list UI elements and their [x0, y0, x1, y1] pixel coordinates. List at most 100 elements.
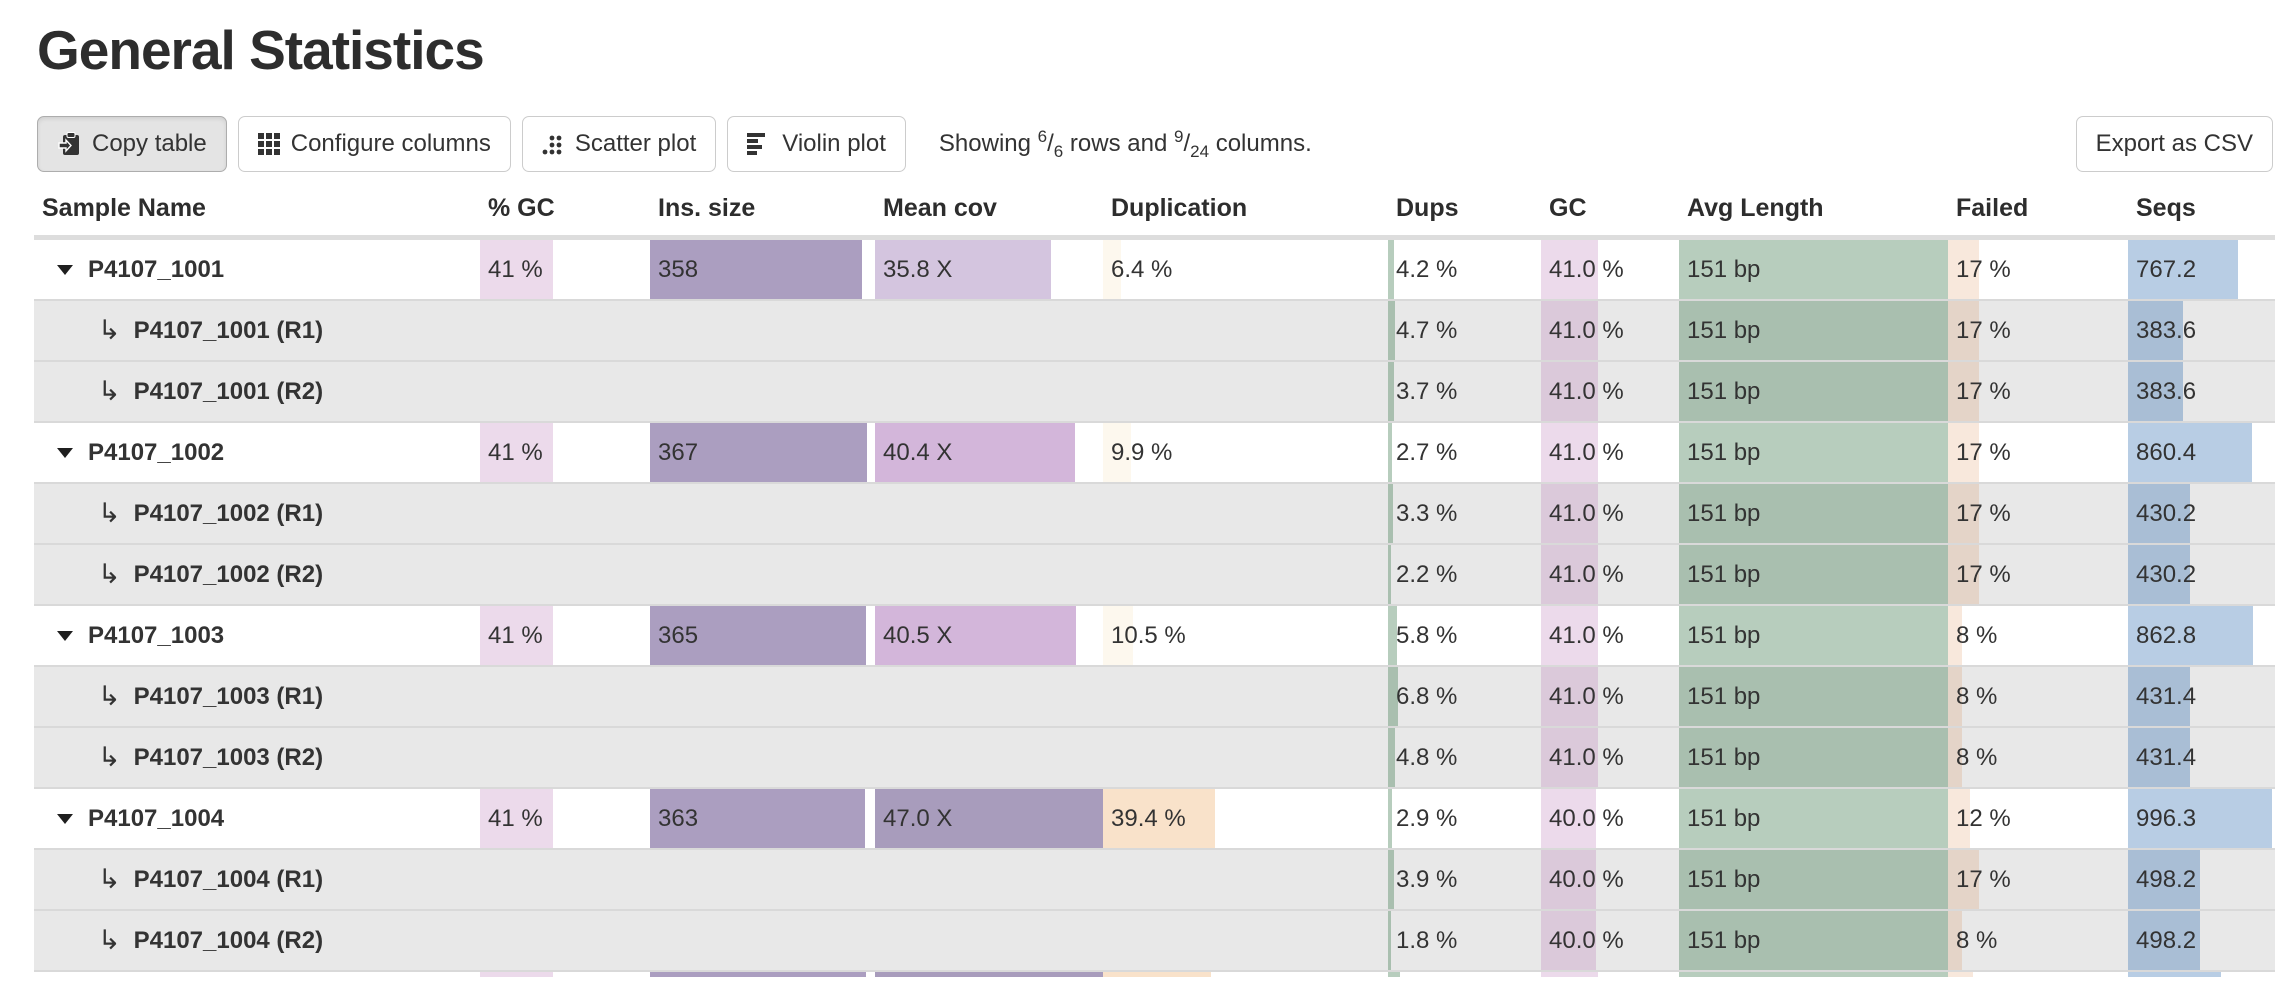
cell-duplication [1103, 909, 1388, 971]
cell-value: 383.6 [2136, 378, 2197, 405]
cell-mean_cov [875, 726, 1103, 788]
cell-seqs: 383.6 [2128, 299, 2275, 361]
value-bar [1541, 912, 1597, 970]
export-csv-button[interactable]: Export as CSV [2075, 116, 2273, 172]
table-row [34, 970, 2275, 977]
column-header-failed[interactable]: Failed [1948, 182, 2128, 240]
cell-seqs: 860.4 [2128, 421, 2275, 483]
cell-mean_cov [875, 848, 1103, 910]
value-bar [480, 240, 554, 299]
value-bar [1541, 363, 1598, 421]
cell-value: 17 % [1956, 866, 2011, 893]
collapse-caret-icon[interactable] [57, 264, 73, 275]
value-bar [1948, 607, 1963, 665]
cell-duplication [1103, 482, 1388, 544]
cell-value: 17 % [1956, 561, 2011, 588]
cell-value: 2.7 % [1396, 439, 1458, 466]
cell-gc [1541, 970, 1679, 977]
cell-value: 367 [658, 439, 699, 466]
value-bar [1388, 729, 1396, 787]
cell-value: 996.3 [2136, 805, 2197, 832]
copy-table-button[interactable]: Copy table [37, 116, 227, 172]
cell-failed: 8 % [1948, 665, 2128, 727]
value-bar [1541, 424, 1598, 482]
cell-value: 2.9 % [1396, 805, 1458, 832]
cell-value: 151 bp [1687, 561, 1761, 588]
column-header-seqs[interactable]: Seqs [2128, 182, 2275, 240]
cell-dups: 1.8 % [1388, 909, 1541, 971]
cell-value: 41 % [488, 256, 543, 283]
cell-value: 2.2 % [1396, 561, 1458, 588]
cell-value: 41.0 % [1549, 683, 1624, 710]
cell-mean_cov [875, 543, 1103, 605]
column-header-pct_gc[interactable]: % GC [480, 182, 650, 240]
cell-value: 3.3 % [1396, 500, 1458, 527]
cell-value: 41.0 % [1549, 256, 1624, 283]
cell-value: 860.4 [2136, 439, 2197, 466]
column-header-avg_length[interactable]: Avg Length [1679, 182, 1948, 240]
cell-ins_size [650, 543, 875, 605]
subsample-arrow-icon: ↳ [98, 376, 121, 406]
value-bar [1388, 240, 1395, 299]
configure-columns-button[interactable]: Configure columns [237, 116, 511, 172]
cell-duplication: 10.5 % [1103, 604, 1388, 666]
cell-value: 6.4 % [1111, 256, 1173, 283]
violin-plot-button[interactable]: Violin plot [727, 116, 906, 172]
value-bar [480, 607, 554, 665]
column-header-ins_size[interactable]: Ins. size [650, 182, 875, 240]
value-bar [1948, 302, 1979, 360]
cell-mean_cov: 40.4 X [875, 421, 1103, 483]
value-bar [1679, 912, 1948, 970]
value-bar [1388, 424, 1393, 482]
column-header-dups[interactable]: Dups [1388, 182, 1541, 240]
cell-gc: 41.0 % [1541, 543, 1679, 605]
cell-value: 4.8 % [1396, 744, 1458, 771]
subsample-arrow-icon: ↳ [98, 315, 121, 345]
sample-name: P4107_1003 (R2) [133, 743, 324, 771]
sample-name: P4107_1004 (R2) [133, 926, 324, 954]
clipboard-copy-icon [57, 131, 81, 157]
cell-avg_length: 151 bp [1679, 299, 1948, 361]
violin-bars-icon [747, 133, 771, 155]
value-bar [1541, 668, 1598, 726]
cell-avg_length [1679, 970, 1948, 977]
scatter-plot-button[interactable]: Scatter plot [521, 116, 717, 172]
cell-avg_length: 151 bp [1679, 787, 1948, 849]
collapse-caret-icon[interactable] [57, 447, 73, 458]
value-bar [2128, 302, 2184, 360]
value-bar [1679, 973, 1948, 977]
value-bar [1541, 607, 1598, 665]
table-toolbar: Copy table Configure columns Scatter [37, 116, 2273, 172]
sample-name: P4107_1001 (R2) [133, 377, 324, 405]
cell-value: 8 % [1956, 683, 1998, 710]
collapse-caret-icon[interactable] [57, 813, 73, 824]
cell-dups: 3.3 % [1388, 482, 1541, 544]
subsample-arrow-icon: ↳ [98, 559, 121, 589]
value-bar [2128, 607, 2253, 665]
table-row: ↳ P4107_1004 (R2) 1.8 % 40.0 % 151 bp 8 % 498.… [34, 909, 2275, 971]
cell-gc: 41.0 % [1541, 360, 1679, 422]
value-bar [1679, 363, 1948, 421]
value-bar [1948, 240, 1979, 299]
column-header-mean_cov[interactable]: Mean cov [875, 182, 1103, 240]
table-row: ↳ P4107_1002 (R1) 3.3 % 41.0 % 151 bp 17 % 430… [34, 482, 2275, 544]
column-header-duplication[interactable]: Duplication [1103, 182, 1388, 240]
cell-gc: 41.0 % [1541, 726, 1679, 788]
cell-pct_gc: 41 % [480, 421, 650, 483]
cell-value: 151 bp [1687, 500, 1761, 527]
cell-pct_gc [480, 970, 650, 977]
cell-avg_length: 151 bp [1679, 543, 1948, 605]
export-csv-label: Export as CSV [2095, 130, 2253, 157]
cell-value: 151 bp [1687, 805, 1761, 832]
cell-value: 41.0 % [1549, 561, 1624, 588]
cell-gc: 41.0 % [1541, 421, 1679, 483]
page-title: General Statistics [37, 19, 485, 81]
value-bar [2128, 240, 2239, 299]
collapse-caret-icon[interactable] [57, 630, 73, 641]
value-bar [1948, 729, 1963, 787]
column-header-sample[interactable]: Sample Name [34, 182, 480, 240]
column-header-gc[interactable]: GC [1541, 182, 1679, 240]
cell-sample: ↳ P4107_1004 (R2) [34, 909, 480, 971]
cell-ins_size: 363 [650, 787, 875, 849]
cell-ins_size [650, 726, 875, 788]
